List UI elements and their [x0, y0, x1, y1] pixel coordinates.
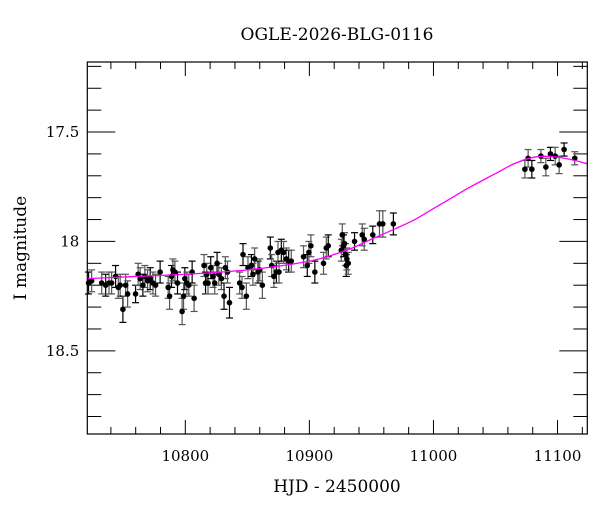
data-point: [182, 275, 188, 282]
data-point: [240, 251, 246, 258]
axis-ticks: [87, 62, 588, 434]
data-point: [351, 238, 358, 245]
data-point: [522, 166, 528, 173]
data-point: [157, 269, 163, 275]
data-point: [342, 251, 349, 258]
data-points: [85, 146, 578, 315]
data-point: [122, 282, 129, 289]
data-point: [218, 275, 225, 282]
data-point: [185, 282, 192, 289]
data-point: [166, 293, 173, 299]
data-point: [147, 275, 154, 282]
chart-title: OGLE-2026-BLG-0116: [241, 25, 434, 45]
data-point: [124, 291, 131, 297]
data-point: [369, 232, 376, 238]
data-point: [236, 280, 243, 286]
data-point: [280, 249, 287, 256]
data-point: [312, 269, 318, 275]
data-point: [325, 243, 332, 249]
data-point: [308, 243, 314, 249]
data-point: [117, 282, 123, 289]
data-point: [339, 232, 346, 238]
data-point: [341, 240, 348, 247]
data-point: [276, 269, 282, 275]
data-point: [191, 295, 197, 302]
data-point: [165, 284, 171, 291]
data-point: [137, 275, 143, 282]
data-point: [361, 236, 368, 243]
data-point: [210, 273, 216, 280]
data-point: [214, 260, 220, 267]
data-point: [304, 262, 311, 269]
tick-labels: 10800 10900 11000 11100 17.5 18 18.5: [46, 123, 581, 465]
data-point: [561, 146, 567, 153]
data-point: [267, 245, 274, 251]
data-point: [201, 262, 207, 269]
data-point: [120, 306, 126, 313]
data-point: [543, 164, 549, 170]
data-point: [359, 232, 366, 238]
data-point: [529, 166, 535, 173]
data-point: [88, 278, 95, 284]
data-point: [112, 273, 119, 280]
data-point: [271, 273, 277, 280]
x-tick-label: 11000: [410, 447, 458, 465]
data-point: [251, 256, 258, 262]
data-point: [380, 221, 386, 227]
data-point: [345, 260, 352, 267]
x-tick-label: 10800: [161, 447, 209, 465]
data-point: [174, 280, 181, 286]
data-point: [222, 264, 229, 271]
data-point: [172, 269, 178, 275]
data-point: [243, 293, 250, 299]
data-point: [300, 253, 307, 260]
data-point: [239, 284, 245, 291]
data-point: [211, 280, 218, 286]
y-tick-label: 18: [60, 232, 79, 250]
data-point: [152, 282, 159, 289]
data-point: [259, 282, 266, 289]
data-point: [108, 280, 115, 286]
y-tick-label: 18.5: [46, 342, 79, 360]
data-point: [207, 264, 214, 271]
data-point: [547, 151, 554, 157]
data-point: [179, 308, 185, 315]
data-point: [344, 256, 350, 262]
data-point: [132, 291, 139, 297]
data-point: [221, 293, 227, 299]
data-point: [180, 293, 187, 299]
model-curve: [87, 155, 588, 280]
plot-frame: [86, 61, 588, 435]
data-point: [320, 260, 327, 267]
x-axis-label: HJD - 2450000: [273, 477, 401, 497]
data-point: [205, 280, 211, 286]
x-tick-label: 11100: [534, 447, 582, 465]
data-point: [140, 282, 146, 289]
data-point: [306, 249, 312, 256]
data-point: [556, 162, 562, 168]
x-tick-label: 10900: [286, 447, 334, 465]
data-point: [250, 271, 256, 278]
data-point: [248, 262, 255, 269]
data-point: [226, 299, 233, 306]
data-point: [390, 221, 397, 227]
y-tick-label: 17.5: [46, 123, 79, 141]
error-bars: [85, 142, 579, 326]
y-axis-label: I magnitude: [11, 196, 31, 300]
data-point: [288, 258, 295, 264]
